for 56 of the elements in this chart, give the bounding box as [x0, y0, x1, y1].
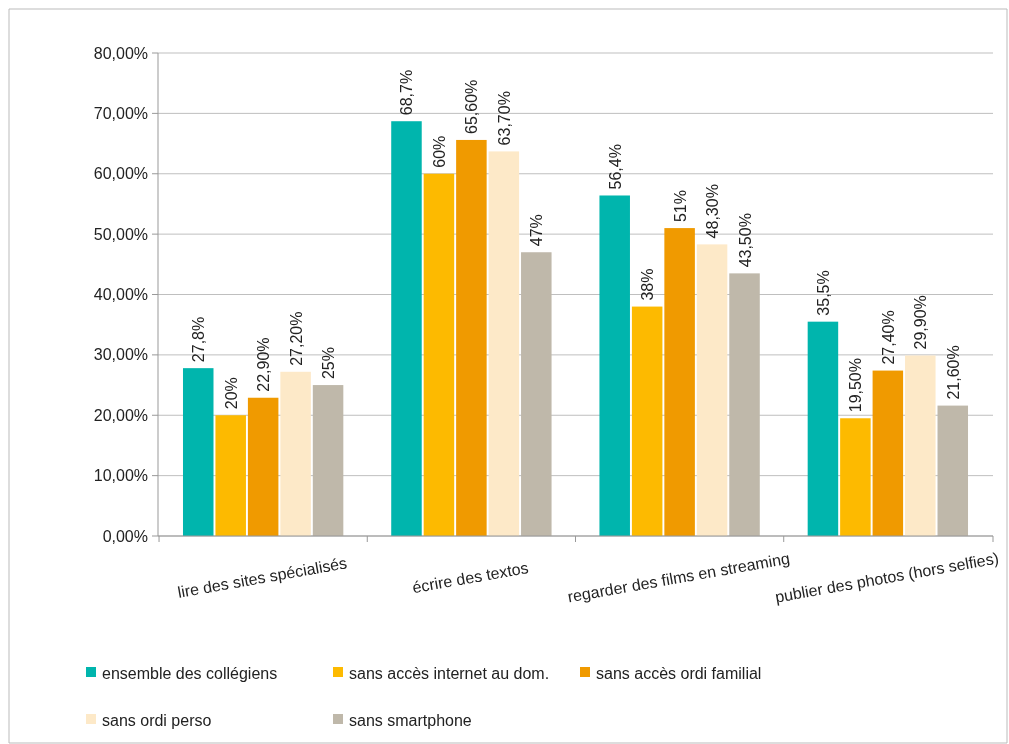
- data-label: 22,90%: [255, 337, 273, 392]
- legend-label: sans accès internet au dom.: [349, 664, 550, 682]
- bar: [729, 273, 760, 536]
- x-tick-label: lire des sites spécialisés: [176, 554, 349, 601]
- data-label: 43,50%: [736, 213, 754, 268]
- legend-label: ensemble des collégiens: [102, 664, 278, 682]
- bar: [391, 121, 422, 536]
- bar: [905, 355, 936, 536]
- legend-label: sans smartphone: [349, 711, 472, 729]
- y-tick-label: 80,00%: [93, 44, 148, 62]
- data-label: 38%: [639, 268, 657, 301]
- data-label: 20%: [222, 377, 240, 410]
- y-tick-label: 10,00%: [93, 467, 148, 485]
- data-label: 35,5%: [814, 270, 832, 316]
- bar: [521, 252, 552, 536]
- bar: [456, 139, 487, 536]
- bar: [696, 244, 728, 536]
- y-tick-label: 50,00%: [93, 225, 148, 243]
- bar: [840, 418, 871, 536]
- data-label: 48,30%: [704, 184, 722, 239]
- y-tick-label: 60,00%: [93, 165, 148, 183]
- data-label: 65,60%: [463, 79, 481, 134]
- bar: [937, 405, 969, 536]
- legend-label: sans ordi perso: [102, 711, 212, 729]
- bar: [631, 306, 663, 536]
- bar: [872, 370, 904, 536]
- data-label: 47%: [528, 214, 546, 247]
- bar: [215, 415, 246, 536]
- x-tick-label: écrire des textos: [411, 559, 530, 597]
- y-tick-label: 40,00%: [93, 286, 148, 304]
- data-label: 27,40%: [879, 310, 897, 365]
- bar: [312, 385, 344, 536]
- data-label: 25%: [320, 347, 338, 380]
- data-label: 63,70%: [495, 91, 513, 146]
- data-label: 29,90%: [912, 295, 930, 350]
- y-tick-label: 30,00%: [93, 346, 148, 364]
- bar: [182, 368, 214, 536]
- y-tick-label: 0,00%: [102, 527, 148, 545]
- bar: [664, 228, 695, 536]
- data-label: 27,20%: [287, 311, 305, 366]
- legend-label: sans accès ordi familial: [596, 664, 762, 682]
- bar: [423, 173, 455, 536]
- bar: [488, 151, 520, 536]
- bar: [280, 371, 311, 536]
- data-label: 19,50%: [847, 358, 865, 413]
- y-tick-label: 20,00%: [93, 406, 148, 424]
- y-tick-label: 70,00%: [93, 104, 148, 122]
- bar: [247, 397, 279, 536]
- data-label: 27,8%: [190, 316, 208, 363]
- bar: [807, 321, 839, 536]
- data-label: 60%: [430, 135, 448, 168]
- bar: [599, 195, 630, 536]
- data-label: 56,4%: [606, 144, 624, 190]
- data-label: 21,60%: [944, 345, 962, 400]
- data-label: 51%: [671, 190, 689, 223]
- data-label: 68,7%: [398, 69, 416, 116]
